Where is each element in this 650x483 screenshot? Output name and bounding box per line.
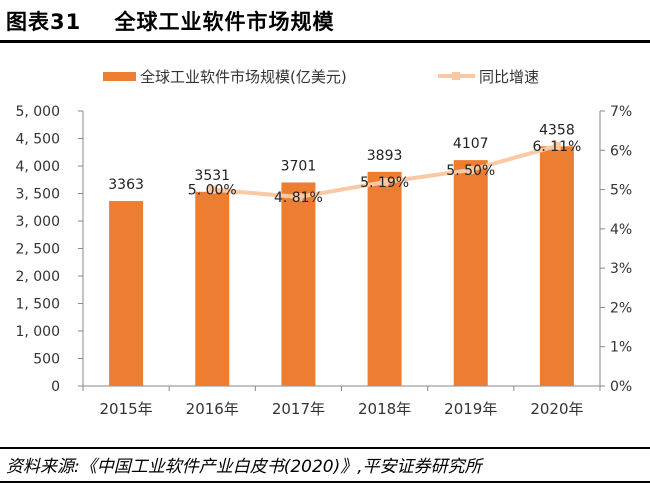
right-tick-label: 4% <box>610 222 632 238</box>
legend-label-bar: 全球工业软件市场规模(亿美元) <box>140 68 347 86</box>
growth-marker <box>380 178 389 187</box>
left-tick-label: 2, 000 <box>15 269 60 285</box>
bar-value-label: 3363 <box>108 177 144 193</box>
right-tick-label: 3% <box>610 261 632 277</box>
chart: 0 500 1, 000 1, 500 2, 000 2, 500 3, 000 3, 500… <box>15 68 632 418</box>
growth-marker <box>208 185 217 194</box>
left-tick-label: 1, 500 <box>15 297 60 313</box>
growth-marker <box>552 141 561 150</box>
bar <box>281 182 316 386</box>
bar <box>195 191 230 386</box>
growth-value-label: 6. 11% <box>532 139 581 155</box>
legend-swatch-bar <box>103 72 136 81</box>
bar-value-label: 4107 <box>453 136 489 152</box>
right-tick-label: 2% <box>610 300 632 316</box>
right-tick-label: 0% <box>610 379 632 395</box>
bar <box>539 146 574 386</box>
bar <box>453 160 488 386</box>
left-tick-label: 2, 500 <box>15 242 60 258</box>
x-tick-label: 2016年 <box>186 400 239 418</box>
bottom-rule <box>0 481 650 483</box>
left-tick-label: 500 <box>33 352 60 368</box>
growth-marker <box>466 165 475 174</box>
bar-value-label: 3531 <box>194 168 230 184</box>
source-rule <box>0 447 650 449</box>
source-note: 资料来源:《中国工业软件产业白皮书(2020)》,平安证券研究所 <box>6 457 482 477</box>
growth-value-label: 4. 81% <box>274 190 323 206</box>
growth-value-label: 5. 00% <box>188 183 237 199</box>
left-tick-label: 4, 500 <box>15 132 60 148</box>
legend-label-line: 同比增速 <box>479 68 539 86</box>
growth-value-label: 5. 50% <box>446 163 495 179</box>
x-tick-label: 2018年 <box>358 400 411 418</box>
right-tick-label: 6% <box>610 143 632 159</box>
growth-marker <box>294 193 303 202</box>
legend-swatch-marker <box>452 72 460 80</box>
figure-title: 图表31 全球工业软件市场规模 <box>6 10 335 34</box>
left-tick-label: 3, 500 <box>15 187 60 203</box>
bar <box>109 201 144 386</box>
left-tick-label: 0 <box>51 379 60 395</box>
right-tick-label: 1% <box>610 340 632 356</box>
title-rule <box>0 40 650 43</box>
left-tick-label: 5, 000 <box>15 104 60 120</box>
bar-value-label: 4358 <box>539 122 575 138</box>
right-tick-label: 7% <box>610 104 632 120</box>
left-tick-label: 1, 000 <box>15 324 60 340</box>
bar <box>367 171 402 386</box>
x-tick-label: 2019年 <box>444 400 497 418</box>
x-tick-label: 2017年 <box>272 400 325 418</box>
bar-value-label: 3893 <box>367 148 403 164</box>
left-tick-label: 3, 000 <box>15 214 60 230</box>
right-tick-label: 5% <box>610 183 632 199</box>
growth-value-label: 5. 19% <box>360 175 409 191</box>
x-tick-label: 2015年 <box>99 400 152 418</box>
x-tick-label: 2020年 <box>530 400 583 418</box>
bar-value-label: 3701 <box>281 158 317 174</box>
left-tick-label: 4, 000 <box>15 159 60 175</box>
